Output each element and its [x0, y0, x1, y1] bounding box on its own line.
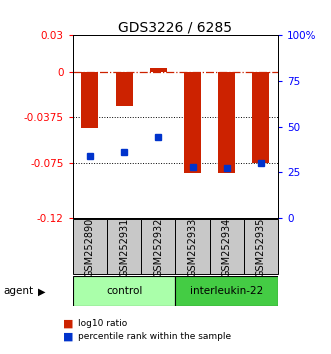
Text: GSM252931: GSM252931	[119, 217, 129, 276]
FancyBboxPatch shape	[73, 276, 175, 306]
Text: GSM252935: GSM252935	[256, 217, 266, 276]
FancyBboxPatch shape	[210, 219, 244, 274]
FancyBboxPatch shape	[175, 276, 278, 306]
Bar	[116, 72, 133, 106]
FancyBboxPatch shape	[73, 219, 107, 274]
Text: GSM252932: GSM252932	[153, 217, 163, 276]
Text: ■: ■	[63, 331, 73, 341]
Text: percentile rank within the sample: percentile rank within the sample	[78, 332, 231, 341]
Text: ▶: ▶	[38, 286, 46, 296]
Bar	[150, 68, 167, 72]
FancyBboxPatch shape	[244, 219, 278, 274]
Bar	[218, 72, 235, 173]
Text: log10 ratio: log10 ratio	[78, 319, 127, 329]
FancyBboxPatch shape	[141, 219, 175, 274]
Bar	[184, 72, 201, 173]
Text: agent: agent	[3, 286, 33, 296]
Title: GDS3226 / 6285: GDS3226 / 6285	[118, 20, 232, 34]
Bar	[252, 72, 269, 163]
Text: GSM252933: GSM252933	[188, 217, 198, 276]
Text: interleukin-22: interleukin-22	[190, 286, 263, 296]
Text: control: control	[106, 286, 142, 296]
Bar	[81, 72, 99, 128]
Text: GSM252934: GSM252934	[222, 217, 232, 276]
FancyBboxPatch shape	[107, 219, 141, 274]
Text: ■: ■	[63, 319, 73, 329]
Text: GSM252890: GSM252890	[85, 217, 95, 276]
FancyBboxPatch shape	[175, 219, 210, 274]
